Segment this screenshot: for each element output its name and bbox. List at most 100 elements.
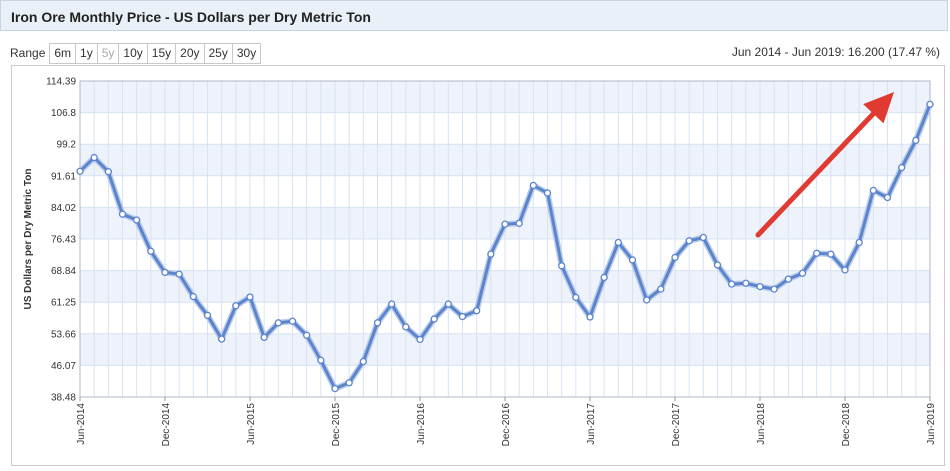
- y-tick-label: 53.66: [51, 329, 76, 340]
- data-point[interactable]: [827, 250, 835, 258]
- data-point[interactable]: [76, 167, 84, 175]
- data-point[interactable]: [501, 220, 509, 228]
- data-point[interactable]: [317, 356, 325, 364]
- data-point[interactable]: [118, 210, 127, 218]
- data-point[interactable]: [175, 270, 183, 278]
- data-point[interactable]: [444, 300, 452, 308]
- price-change-summary: Jun 2014 - Jun 2019: 16.200 (17.47 %): [731, 45, 940, 59]
- data-point[interactable]: [855, 238, 863, 247]
- data-point[interactable]: [274, 319, 282, 327]
- data-point[interactable]: [657, 285, 665, 293]
- range-button-6m[interactable]: 6m: [50, 43, 76, 63]
- x-tick-label: Dec-2014: [161, 403, 172, 447]
- data-point[interactable]: [869, 186, 877, 195]
- x-tick-label: Dec-2017: [671, 403, 682, 447]
- data-point[interactable]: [473, 307, 481, 315]
- data-point[interactable]: [430, 315, 438, 323]
- data-point[interactable]: [147, 247, 155, 255]
- data-point[interactable]: [189, 292, 197, 301]
- y-axis-title: US Dollars per Dry Metric Ton: [23, 169, 34, 310]
- data-point[interactable]: [232, 302, 240, 310]
- data-point[interactable]: [303, 331, 311, 339]
- data-point[interactable]: [912, 136, 920, 145]
- data-point[interactable]: [600, 273, 608, 282]
- data-point[interactable]: [345, 379, 353, 387]
- data-point[interactable]: [713, 261, 722, 269]
- y-tick-label: 38.48: [51, 393, 76, 404]
- x-tick-label: Jun-2016: [416, 403, 427, 445]
- data-point[interactable]: [572, 293, 580, 302]
- data-point[interactable]: [331, 384, 339, 393]
- data-point[interactable]: [798, 269, 807, 277]
- data-point[interactable]: [926, 100, 934, 108]
- data-point[interactable]: [742, 279, 750, 287]
- data-point[interactable]: [260, 333, 268, 342]
- data-point[interactable]: [628, 256, 637, 264]
- data-point[interactable]: [288, 317, 297, 325]
- data-point[interactable]: [104, 168, 112, 176]
- data-point[interactable]: [543, 189, 552, 197]
- line-chart: 38.48 46.07 53.66 61.25 68.84 76.43 84.02 91.61…: [23, 77, 937, 447]
- data-point[interactable]: [458, 312, 467, 321]
- y-tick-label: 106.8: [51, 108, 76, 119]
- data-point[interactable]: [558, 262, 566, 270]
- chart-frame: 38.48 46.07 53.66 61.25 68.84 76.43 84.02 91.61…: [11, 65, 945, 466]
- data-point[interactable]: [728, 280, 736, 288]
- data-point[interactable]: [161, 268, 169, 277]
- range-button-25y[interactable]: 25y: [203, 43, 232, 63]
- range-button-group: 6m 1y 5y 10y 15y 20y 25y 30y: [49, 42, 262, 64]
- chart-title: Iron Ore Monthly Price - US Dollars per …: [11, 9, 371, 25]
- data-point[interactable]: [359, 357, 367, 366]
- data-point[interactable]: [643, 296, 651, 304]
- y-tick-label: 114.39: [46, 77, 76, 88]
- data-point[interactable]: [671, 253, 679, 262]
- data-point[interactable]: [246, 293, 254, 301]
- range-button-30y[interactable]: 30y: [231, 43, 261, 63]
- data-point[interactable]: [898, 163, 906, 172]
- data-point[interactable]: [133, 216, 141, 224]
- data-point[interactable]: [487, 250, 495, 258]
- x-tick-label: Dec-2016: [501, 403, 512, 447]
- data-point[interactable]: [373, 319, 382, 327]
- data-point[interactable]: [529, 181, 537, 190]
- data-point[interactable]: [770, 285, 778, 293]
- y-tick-label: 76.43: [51, 235, 76, 246]
- x-tick-label: Jun-2018: [756, 403, 767, 445]
- range-button-5y[interactable]: 5y: [96, 43, 119, 63]
- data-point[interactable]: [515, 219, 523, 227]
- data-point[interactable]: [402, 323, 410, 331]
- range-button-1y[interactable]: 1y: [75, 43, 97, 63]
- data-point[interactable]: [416, 335, 424, 344]
- data-point[interactable]: [685, 237, 693, 245]
- range-button-15y[interactable]: 15y: [146, 43, 176, 63]
- trend-arrow-icon: [863, 92, 894, 124]
- data-point[interactable]: [203, 311, 212, 319]
- x-tick-label: Dec-2018: [841, 403, 852, 447]
- data-point[interactable]: [614, 238, 622, 247]
- x-tick-label: Jun-2017: [586, 403, 597, 445]
- data-point[interactable]: [699, 233, 707, 242]
- range-button-20y[interactable]: 20y: [175, 43, 204, 63]
- x-tick-label: Jun-2015: [246, 403, 257, 445]
- data-point[interactable]: [841, 266, 849, 274]
- data-point[interactable]: [586, 313, 594, 321]
- data-point[interactable]: [218, 335, 226, 343]
- y-tick-label: 91.61: [51, 171, 76, 182]
- data-point[interactable]: [784, 275, 792, 283]
- data-point[interactable]: [90, 153, 98, 162]
- data-point[interactable]: [813, 249, 821, 257]
- data-point[interactable]: [388, 300, 396, 308]
- y-tick-label: 61.25: [51, 298, 76, 309]
- range-label: Range: [10, 46, 46, 60]
- range-selector: Range 6m 1y 5y 10y 15y 20y 25y 30y: [10, 42, 262, 64]
- x-tick-label: Jun-2019: [926, 403, 937, 445]
- y-tick-label: 68.84: [51, 266, 76, 277]
- data-point[interactable]: [756, 282, 764, 291]
- range-button-10y[interactable]: 10y: [118, 43, 147, 63]
- trend-arrow-shaft: [755, 111, 876, 238]
- data-point[interactable]: [883, 193, 892, 202]
- y-tick-label: 46.07: [51, 361, 76, 372]
- x-tick-label: Dec-2015: [331, 403, 342, 447]
- y-tick-label: 99.2: [57, 140, 77, 151]
- y-tick-label: 84.02: [51, 203, 76, 214]
